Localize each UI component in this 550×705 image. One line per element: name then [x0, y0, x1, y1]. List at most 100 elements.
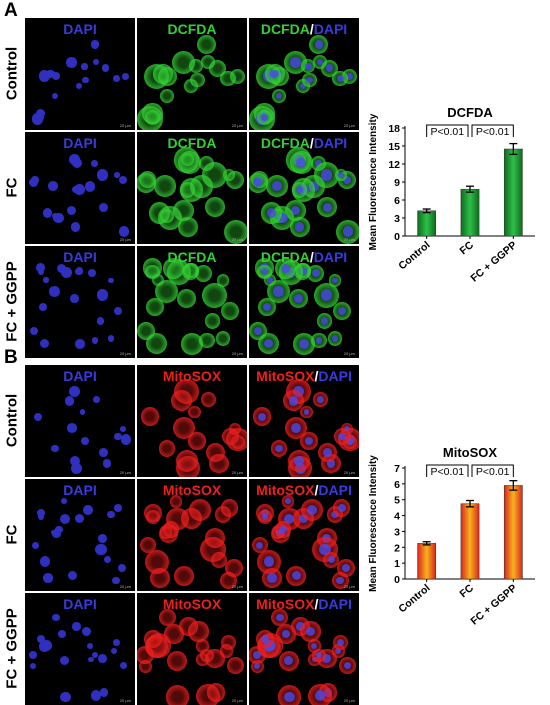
y-tick-label: 3	[394, 526, 400, 538]
cell-nucleus	[104, 556, 111, 563]
cell-nucleus	[108, 278, 114, 284]
cell-cytoplasm	[188, 621, 208, 641]
scale-bar-label: 20 μm	[232, 584, 243, 589]
scale-bar-label: 20 μm	[120, 237, 131, 242]
cell-cytoplasm	[163, 521, 179, 537]
channel-name: DAPI	[63, 249, 96, 265]
cell-nucleus	[70, 456, 80, 466]
channel-name: DAPI	[314, 21, 347, 37]
row-label-control: Control	[4, 365, 21, 477]
cell-nucleus	[111, 648, 117, 654]
channel-label: MitoSOX	[137, 596, 247, 612]
cell-cytoplasm	[205, 313, 221, 329]
cell-nucleus	[97, 289, 108, 300]
channel-label: MitoSOX/DAPI	[249, 368, 359, 384]
cell-nucleus	[276, 614, 284, 622]
cell-nucleus	[92, 652, 98, 658]
scale-bar-label: 20 μm	[344, 123, 355, 128]
bar-fc	[461, 504, 479, 579]
x-tick-label: FC	[457, 239, 476, 257]
p-value-label: P<0.01	[476, 466, 510, 478]
cell-nucleus	[321, 317, 328, 324]
cell-cytoplasm	[206, 443, 225, 462]
channel-name: DCFDA	[168, 21, 217, 37]
cell-nucleus	[58, 630, 67, 639]
cell-nucleus	[275, 445, 282, 452]
cell-nucleus	[60, 692, 71, 703]
scale-bar-label: 20 μm	[232, 237, 243, 242]
cell-nucleus	[85, 181, 95, 191]
scale-bar-label: 20 μm	[120, 470, 131, 475]
cell-nucleus	[48, 181, 58, 191]
cell-cytoplasm	[153, 64, 173, 84]
cell-cytoplasm	[205, 197, 225, 217]
y-tick-label: 9	[394, 177, 400, 189]
cell-nucleus	[92, 337, 99, 344]
cell-nucleus	[118, 564, 126, 572]
y-tick-label: 2	[394, 542, 400, 554]
cell-nucleus	[108, 335, 114, 341]
cell-nucleus	[119, 226, 130, 237]
channel-name: DCFDA	[261, 249, 310, 265]
y-tick-label: 6	[394, 195, 400, 207]
cell-nucleus	[75, 514, 84, 523]
cell-nucleus	[71, 222, 80, 231]
cell-nucleus	[338, 172, 344, 178]
cell-nucleus	[97, 169, 108, 180]
channel-label: MitoSOX/DAPI	[249, 596, 359, 612]
bar-control	[418, 211, 436, 236]
cell-nucleus	[123, 438, 129, 444]
cell-nucleus	[60, 514, 70, 524]
cell-nucleus	[39, 303, 47, 311]
channel-label: DAPI	[25, 368, 135, 384]
cell-nucleus	[29, 178, 38, 187]
cell-nucleus	[321, 169, 332, 180]
x-tick-label: FC + GGPP	[468, 582, 519, 627]
channel-label: DCFDA/DAPI	[249, 135, 359, 151]
cell-nucleus	[38, 514, 44, 520]
cell-nucleus	[272, 181, 282, 191]
y-tick-label: 0	[394, 574, 400, 586]
channel-name: MitoSOX	[163, 482, 221, 498]
cell-nucleus	[98, 534, 107, 543]
scale-bar-label: 20 μm	[120, 584, 131, 589]
cell-nucleus	[37, 114, 44, 121]
cell-nucleus	[312, 269, 320, 277]
y-axis-label: Mean Fluorescence Intensity	[368, 455, 379, 592]
cell-nucleus	[262, 269, 269, 276]
microscopy-image: DAPI 20 μm	[25, 132, 135, 244]
chart-title: MitoSOX	[443, 445, 497, 460]
channel-name: DAPI	[314, 135, 347, 151]
bar-control	[418, 543, 436, 579]
cell-cytoplasm	[149, 202, 171, 224]
cell-nucleus	[75, 339, 85, 349]
cell-nucleus	[120, 662, 128, 670]
cell-nucleus	[267, 573, 276, 582]
scale-bar-label: 20 μm	[232, 351, 243, 356]
cell-nucleus	[80, 409, 86, 415]
cell-nucleus	[82, 77, 89, 84]
cell-cytoplasm	[137, 173, 156, 193]
cell-cytoplasm	[197, 35, 216, 54]
cell-nucleus	[337, 75, 344, 82]
scale-bar-label: 20 μm	[344, 584, 355, 589]
cell-cytoplasm	[221, 499, 239, 517]
cell-cytoplasm	[159, 440, 175, 456]
cell-nucleus	[294, 456, 304, 466]
cell-cytoplasm	[180, 182, 196, 198]
channel-name: DAPI	[63, 21, 96, 37]
cell-nucleus	[68, 571, 77, 580]
cell-nucleus	[254, 327, 262, 335]
cell-nucleus	[122, 73, 129, 80]
channel-name: DAPI	[318, 368, 351, 384]
cell-nucleus	[264, 339, 274, 349]
channel-label: DAPI	[25, 135, 135, 151]
row-label-fc-ggpp: FC + GGPP	[4, 246, 21, 358]
